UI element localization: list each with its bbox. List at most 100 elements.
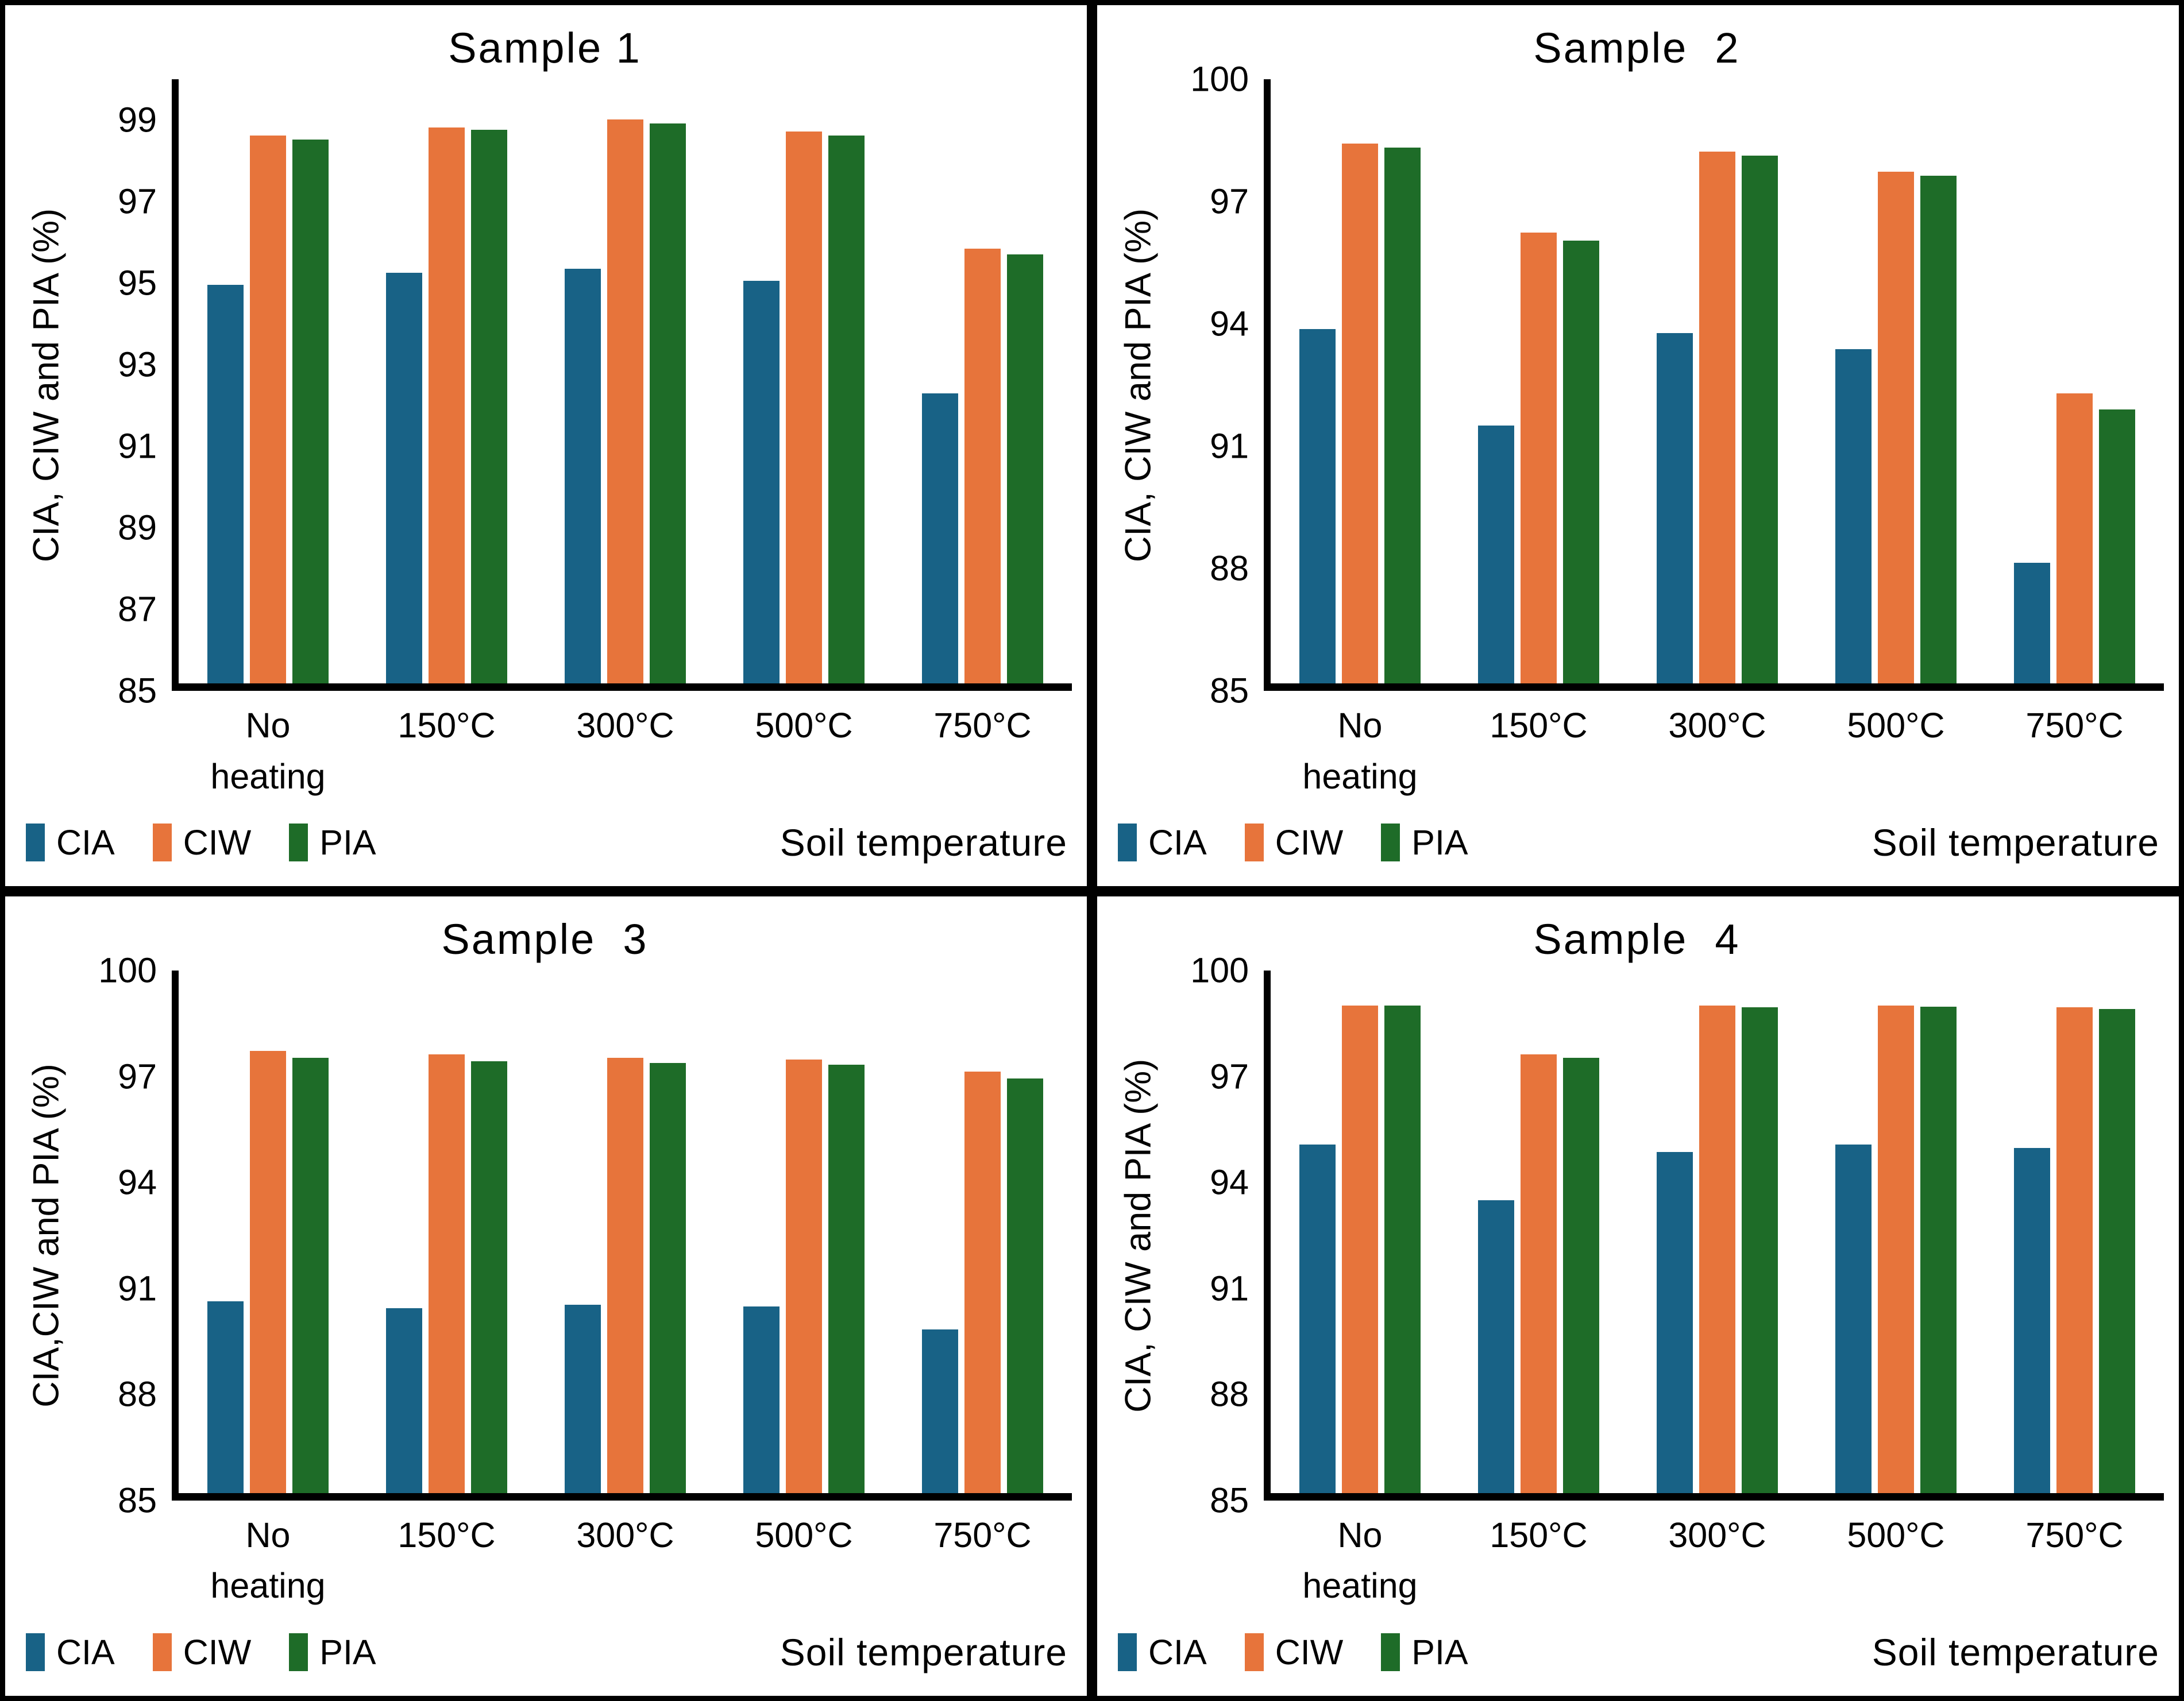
legend: CIA CIW PIA <box>18 1632 376 1672</box>
bar-cia-150-c <box>1478 1200 1514 1493</box>
x-axis-title: Soil temperature <box>780 821 1067 864</box>
bar-ciw-750-c <box>964 248 1001 684</box>
x-tick-label-500-c: 500°C <box>1807 1510 1985 1618</box>
legend-swatch-ciw <box>152 824 172 862</box>
bar-group-500-c <box>715 79 893 684</box>
bar-pia-300-c <box>650 123 686 684</box>
legend-swatch-ciw <box>1244 1633 1264 1671</box>
bar-ciw-750-c <box>2056 393 2093 684</box>
plot-area <box>1264 79 2164 691</box>
bar-cia-300-c <box>565 268 601 684</box>
legend-item-ciw: CIW <box>152 1632 251 1672</box>
bar-pia-150-c <box>1563 1057 1599 1493</box>
bar-cia-no-heating <box>1299 328 1336 684</box>
chart-title: Sample 1 <box>448 24 642 72</box>
bar-pia-500-c <box>828 136 865 684</box>
chart-title: Sample 4 <box>1533 915 1741 964</box>
x-tick-label-no-heating: No heating <box>1271 1510 1449 1618</box>
bar-ciw-750-c <box>964 1072 1001 1493</box>
bar-ciw-300-c <box>607 1057 643 1493</box>
bar-group-750-c <box>893 79 1072 684</box>
legend-item-cia: CIA <box>26 822 115 863</box>
x-tick-label-150-c: 150°C <box>1449 700 1628 808</box>
bar-pia-300-c <box>1742 156 1778 684</box>
legend-label-cia: CIA <box>1148 1632 1207 1672</box>
bar-pia-750-c <box>1007 1078 1043 1493</box>
chart-region: CIA,CIW and PIA (%) 100 97 94 91 88 85 <box>18 953 1072 1518</box>
bar-cia-750-c <box>2014 562 2050 684</box>
bar-ciw-150-c <box>429 127 465 684</box>
bar-ciw-300-c <box>1699 152 1735 684</box>
x-tick-line: 150°C <box>398 1515 496 1555</box>
y-tick-label: 85 <box>1210 671 1249 710</box>
legend-swatch-cia <box>26 1633 45 1671</box>
x-axis-title: Soil temperature <box>1872 1630 2159 1673</box>
bar-cia-500-c <box>1835 1145 1872 1493</box>
x-axis-title: Soil temperature <box>1872 821 2159 864</box>
bar-pia-no-heating <box>1384 148 1421 684</box>
bar-ciw-150-c <box>1521 1054 1557 1493</box>
bar-ciw-150-c <box>1521 232 1557 684</box>
x-axis-ticks: No heating 150°C 300°C 500°C 750°C <box>179 1510 1072 1618</box>
bar-group-300-c <box>536 79 715 684</box>
legend-swatch-cia <box>26 824 45 862</box>
x-tick-label-no-heating: No heating <box>1271 700 1449 808</box>
x-tick-line: No <box>1337 1515 1383 1555</box>
x-tick-line: No <box>245 1515 291 1555</box>
legend-label-ciw: CIW <box>183 823 252 863</box>
x-tick-line: 150°C <box>398 706 496 745</box>
bar-group-750-c <box>893 971 1072 1493</box>
y-tick-label: 97 <box>118 181 157 221</box>
legend-label-pia: PIA <box>319 823 376 863</box>
legend-item-ciw: CIW <box>1244 1632 1344 1672</box>
x-axis-ticks: No heating 150°C 300°C 500°C 750°C <box>1271 700 2164 808</box>
x-tick-label-no-heating: No heating <box>179 1510 357 1618</box>
legend-label-ciw: CIW <box>1275 1632 1344 1672</box>
chart-title: Sample 3 <box>441 915 649 964</box>
bar-group-150-c <box>1449 79 1628 684</box>
x-tick-label-150-c: 150°C <box>357 1510 536 1618</box>
bar-group-300-c <box>1628 79 1807 684</box>
bar-pia-750-c <box>2099 409 2135 684</box>
x-tick-line: 750°C <box>933 706 1032 745</box>
chart-title: Sample 2 <box>1533 24 1741 72</box>
y-tick-label: 100 <box>1190 950 1249 990</box>
legend-swatch-pia <box>1381 824 1400 862</box>
bar-ciw-500-c <box>786 1059 822 1493</box>
bar-group-300-c <box>1628 971 1807 1493</box>
y-tick-label: 94 <box>1210 1162 1249 1202</box>
legend-row: CIA CIW PIA Soil temperature <box>1110 1620 2164 1684</box>
bar-pia-no-heating <box>292 140 329 684</box>
legend-item-pia: PIA <box>1381 1632 1468 1672</box>
bar-pia-300-c <box>1742 1007 1778 1493</box>
x-tick-label-750-c: 750°C <box>1985 700 2164 808</box>
bar-cia-500-c <box>1835 349 1872 684</box>
bar-cia-no-heating <box>207 284 244 684</box>
legend: CIA CIW PIA <box>1110 1632 1468 1672</box>
bar-ciw-no-heating <box>250 1050 286 1493</box>
x-tick-line: 500°C <box>755 706 853 745</box>
bar-group-300-c <box>536 971 715 1493</box>
bar-cia-750-c <box>2014 1148 2050 1493</box>
x-tick-line: 300°C <box>1668 706 1766 745</box>
legend-item-ciw: CIW <box>1244 822 1343 863</box>
x-tick-line: 150°C <box>1490 706 1588 745</box>
legend-item-pia: PIA <box>289 1632 376 1672</box>
bar-group-500-c <box>1807 971 1985 1493</box>
y-tick-label: 89 <box>118 508 157 547</box>
legend-label-pia: PIA <box>319 1632 376 1672</box>
plot-area <box>172 971 1072 1501</box>
x-tick-label-150-c: 150°C <box>357 700 536 808</box>
x-tick-line: heating <box>210 756 326 796</box>
bar-ciw-no-heating <box>250 136 286 684</box>
bar-group-150-c <box>1449 971 1628 1493</box>
y-tick-label: 88 <box>118 1374 157 1414</box>
bar-cia-500-c <box>743 280 780 684</box>
x-axis-ticks: No heating 150°C 300°C 500°C 750°C <box>1271 1510 2164 1618</box>
x-tick-line: No <box>245 706 291 745</box>
y-tick-label: 100 <box>1190 59 1249 99</box>
bar-pia-150-c <box>1563 240 1599 684</box>
legend-row: CIA CIW PIA Soil temperature <box>1110 810 2164 875</box>
x-tick-line: heating <box>1302 1566 1418 1606</box>
legend-swatch-cia <box>1118 824 1137 862</box>
